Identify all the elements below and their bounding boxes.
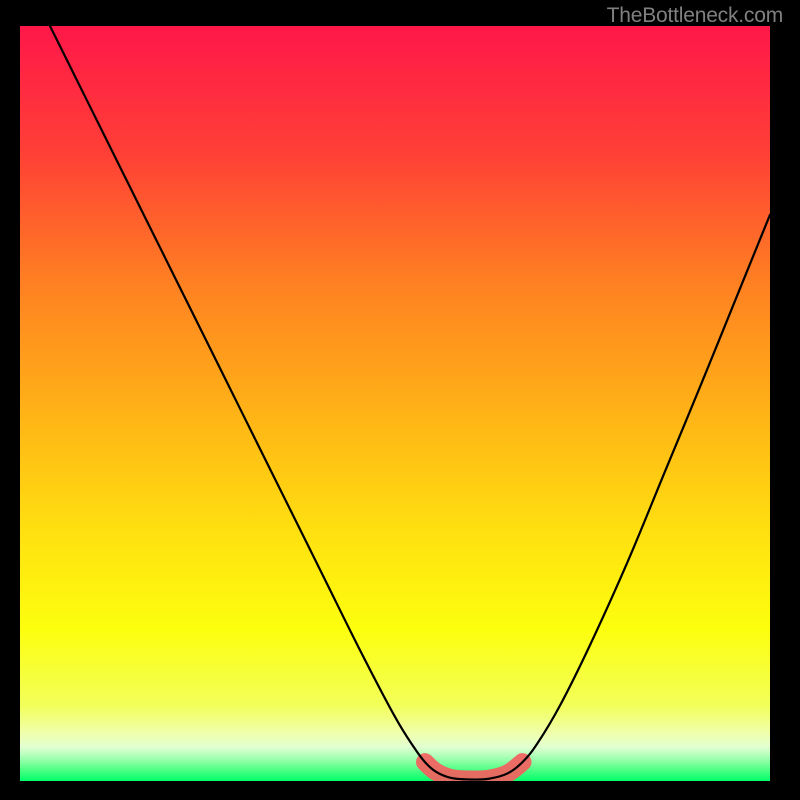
- plot-area: [20, 26, 770, 781]
- highlight-segment: [425, 762, 523, 779]
- curve-layer: [20, 26, 770, 781]
- bottleneck-curve: [50, 26, 770, 780]
- watermark-label: TheBottleneck.com: [607, 4, 783, 28]
- chart-container: TheBottleneck.com: [0, 0, 800, 800]
